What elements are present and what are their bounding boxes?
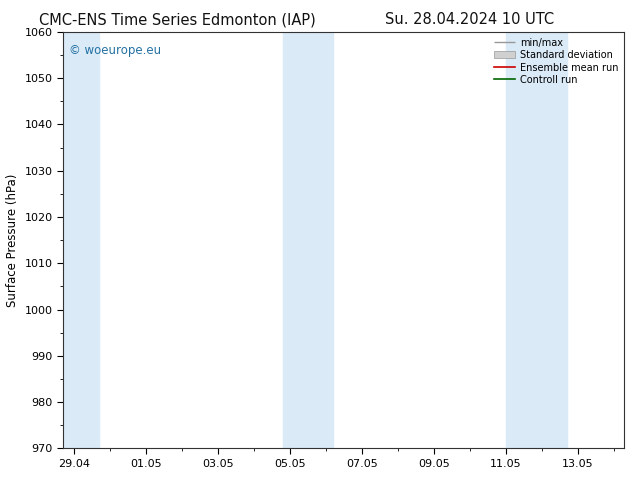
Y-axis label: Surface Pressure (hPa): Surface Pressure (hPa) bbox=[6, 173, 19, 307]
Text: CMC-ENS Time Series Edmonton (IAP): CMC-ENS Time Series Edmonton (IAP) bbox=[39, 12, 316, 27]
Legend: min/max, Standard deviation, Ensemble mean run, Controll run: min/max, Standard deviation, Ensemble me… bbox=[491, 35, 621, 88]
Text: © woeurope.eu: © woeurope.eu bbox=[69, 44, 161, 57]
Bar bbox=[283, 32, 333, 448]
Bar bbox=[506, 32, 567, 448]
Text: Su. 28.04.2024 10 UTC: Su. 28.04.2024 10 UTC bbox=[385, 12, 553, 27]
Bar bbox=[63, 32, 100, 448]
